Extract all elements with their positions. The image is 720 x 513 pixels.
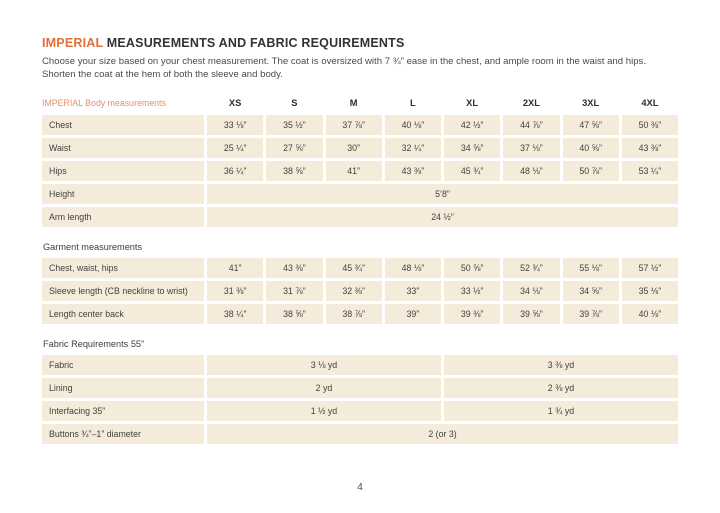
cell-length-center-back-3xl: 39 ⅞”: [562, 303, 619, 324]
table-header-label: IMPERIAL Body measurements: [42, 93, 204, 112]
cell-chest-m: 37 ⅞”: [325, 114, 382, 135]
row-label-sleeve-length-cb-neckline-to-wrist: Sleeve length (CB neckline to wrist): [42, 280, 204, 301]
cell-sleeve-length-cb-neckline-to-wrist-3xl: 34 ⅝”: [562, 280, 619, 301]
row-label-fabric: Fabric: [42, 354, 204, 375]
cell-hips-4xl: 53 ¼”: [621, 160, 678, 181]
cell-length-center-back-xl: 39 ⅜”: [444, 303, 501, 324]
cell-waist-m: 30”: [325, 137, 382, 158]
cell-length-center-back-s: 38 ⅝”: [266, 303, 323, 324]
cell-length-center-back-l: 39”: [384, 303, 441, 324]
row-label-lining: Lining: [42, 377, 204, 398]
size-column-header-xs: XS: [207, 93, 264, 112]
cell-waist-l: 32 ¼”: [384, 137, 441, 158]
cell-sleeve-length-cb-neckline-to-wrist-xl: 33 ½”: [444, 280, 501, 301]
cell-sleeve-length-cb-neckline-to-wrist-4xl: 35 ⅛”: [621, 280, 678, 301]
cell-chest-2xl: 44 ⅞”: [503, 114, 560, 135]
row-label-hips: Hips: [42, 160, 204, 181]
cell-chest-xs: 33 ⅛”: [207, 114, 264, 135]
row-label-waist: Waist: [42, 137, 204, 158]
cell-sleeve-length-cb-neckline-to-wrist-m: 32 ⅜”: [325, 280, 382, 301]
cell-hips-xs: 36 ¼”: [207, 160, 264, 181]
row-label-arm-length: Arm length: [42, 206, 204, 227]
measurement-table: IMPERIAL Body measurements XS S M L XL 2XL 3XL 4…: [42, 93, 678, 444]
size-column-header-2xl: 2XL: [503, 93, 560, 112]
row-label-buttons-1-diameter: Buttons ¾”–1” diameter: [42, 423, 204, 444]
cell-chest-4xl: 50 ⅜”: [621, 114, 678, 135]
cell-fabric-sizes-xs-l: 3 ⅛ yd: [207, 354, 441, 375]
cell-waist-4xl: 43 ⅜”: [621, 137, 678, 158]
page-number: 4: [357, 482, 363, 493]
cell-sleeve-length-cb-neckline-to-wrist-s: 31 ⅞”: [266, 280, 323, 301]
cell-hips-l: 43 ⅜”: [384, 160, 441, 181]
size-column-header-m: M: [325, 93, 382, 112]
cell-waist-3xl: 40 ⅝”: [562, 137, 619, 158]
cell-chest-xl: 42 ½”: [444, 114, 501, 135]
row-label-chest: Chest: [42, 114, 204, 135]
intro-text: Choose your size based on your chest mea…: [42, 56, 647, 81]
cell-buttons-1-diameter-all-sizes: 2 (or 3): [207, 423, 678, 444]
cell-hips-xl: 45 ¾”: [444, 160, 501, 181]
cell-chest-l: 40 ⅛”: [384, 114, 441, 135]
cell-length-center-back-4xl: 40 ⅛”: [621, 303, 678, 324]
size-column-header-4xl: 4XL: [621, 93, 678, 112]
cell-interfacing-35-sizes-xs-l: 1 ½ yd: [207, 400, 441, 421]
cell-chest-waist-hips-xs: 41”: [207, 257, 264, 278]
cell-lining-sizes-xl-4xl: 2 ⅜ yd: [444, 377, 678, 398]
size-column-header-3xl: 3XL: [562, 93, 619, 112]
cell-waist-xl: 34 ⅝”: [444, 137, 501, 158]
cell-length-center-back-m: 38 ⅞”: [325, 303, 382, 324]
cell-chest-waist-hips-xl: 50 ⅝”: [444, 257, 501, 278]
row-label-length-center-back: Length center back: [42, 303, 204, 324]
section-label-fabric-requirements-55: Fabric Requirements 55”: [42, 326, 678, 352]
cell-chest-s: 35 ½”: [266, 114, 323, 135]
cell-fabric-sizes-xl-4xl: 3 ⅜ yd: [444, 354, 678, 375]
cell-chest-3xl: 47 ⅝”: [562, 114, 619, 135]
cell-hips-s: 38 ⅝”: [266, 160, 323, 181]
row-label-chest-waist-hips: Chest, waist, hips: [42, 257, 204, 278]
size-column-header-s: S: [266, 93, 323, 112]
cell-length-center-back-2xl: 39 ⅝”: [503, 303, 560, 324]
cell-chest-waist-hips-m: 45 ¾”: [325, 257, 382, 278]
cell-lining-sizes-xs-l: 2 yd: [207, 377, 441, 398]
cell-length-center-back-xs: 38 ¼”: [207, 303, 264, 324]
cell-arm-length-all-sizes: 24 ½”: [207, 206, 678, 227]
cell-chest-waist-hips-s: 43 ⅜”: [266, 257, 323, 278]
cell-hips-m: 41”: [325, 160, 382, 181]
cell-chest-waist-hips-3xl: 55 ⅛”: [562, 257, 619, 278]
cell-sleeve-length-cb-neckline-to-wrist-xs: 31 ⅜”: [207, 280, 264, 301]
cell-hips-3xl: 50 ⅞”: [562, 160, 619, 181]
title-accent: IMPERIAL: [42, 36, 104, 50]
cell-chest-waist-hips-l: 48 ⅛”: [384, 257, 441, 278]
size-column-header-l: L: [384, 93, 441, 112]
title-rest: MEASUREMENTS AND FABRIC REQUIREMENTS: [103, 36, 405, 50]
cell-height-all-sizes: 5‘8”: [207, 183, 678, 204]
cell-waist-s: 27 ⅝”: [266, 137, 323, 158]
cell-hips-2xl: 48 ⅛”: [503, 160, 560, 181]
page-title: IMPERIAL MEASUREMENTS AND FABRIC REQUIRE…: [42, 36, 678, 50]
cell-waist-2xl: 37 ⅛”: [503, 137, 560, 158]
section-label-garment-measurements: Garment measurements: [42, 229, 678, 255]
row-label-height: Height: [42, 183, 204, 204]
cell-sleeve-length-cb-neckline-to-wrist-2xl: 34 ⅛”: [503, 280, 560, 301]
cell-chest-waist-hips-2xl: 52 ¾”: [503, 257, 560, 278]
size-column-header-xl: XL: [444, 93, 501, 112]
cell-waist-xs: 25 ¼”: [207, 137, 264, 158]
cell-interfacing-35-sizes-xl-4xl: 1 ¾ yd: [444, 400, 678, 421]
cell-chest-waist-hips-4xl: 57 ½”: [621, 257, 678, 278]
row-label-interfacing-35: Interfacing 35”: [42, 400, 204, 421]
cell-sleeve-length-cb-neckline-to-wrist-l: 33”: [384, 280, 441, 301]
